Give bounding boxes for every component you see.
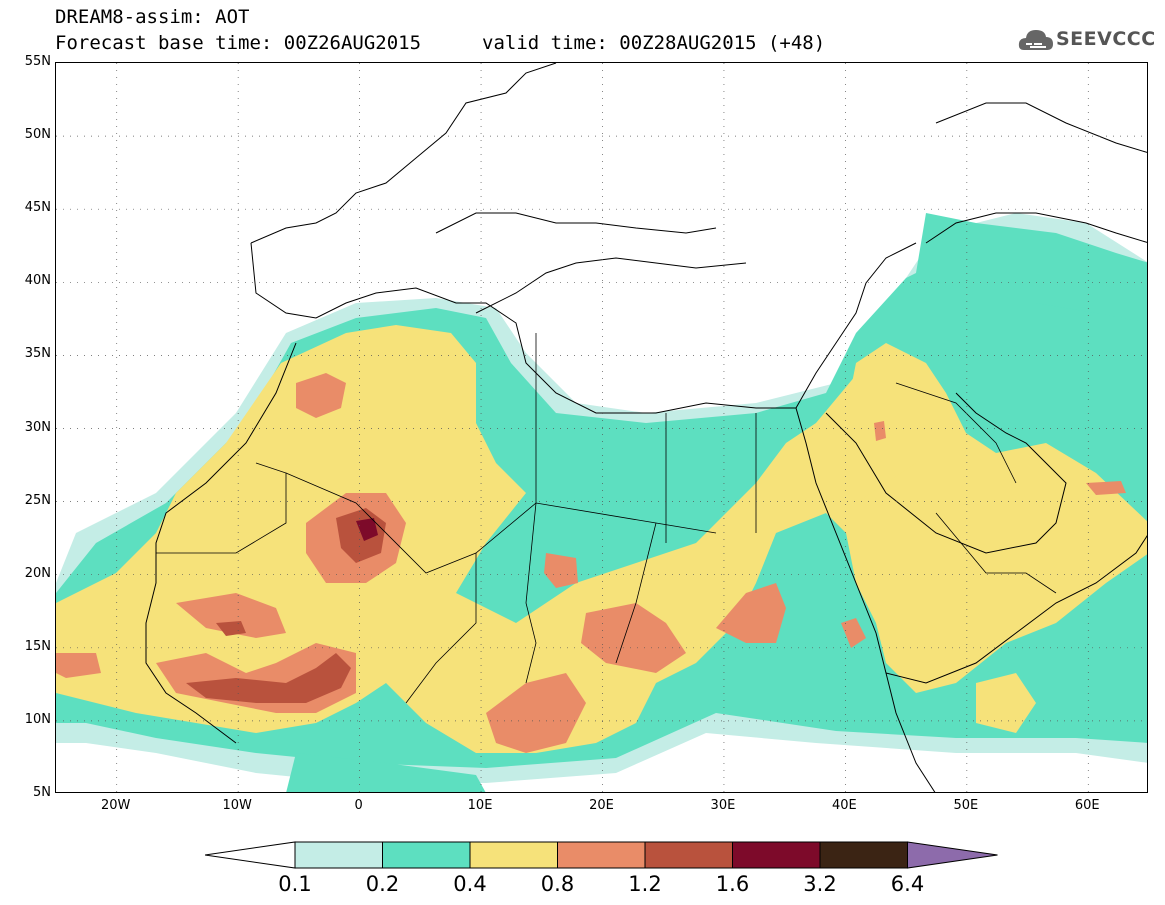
- lat-tick-label: 25N: [24, 492, 51, 508]
- colorbar-label: 0.2: [365, 872, 400, 896]
- colorbar-label: 6.4: [890, 872, 925, 896]
- country-borders: [156, 333, 1057, 704]
- lon-tick-label: 50E: [953, 798, 979, 813]
- colorbar-label: 1.2: [628, 872, 662, 896]
- colorbar-cell: [469, 841, 558, 869]
- colorbar-label: 0.4: [453, 872, 487, 896]
- lat-tick-label: 50N: [24, 127, 51, 143]
- lon-tick-label: 40E: [831, 798, 857, 813]
- lat-tick-label: 55N: [24, 54, 51, 69]
- colorbar-cell: [382, 841, 471, 869]
- lat-tick-label: 10N: [24, 711, 51, 727]
- lon-tick-label: 20E: [589, 798, 614, 813]
- lon-tick-label: 0: [354, 798, 363, 813]
- map-title: DREAM8-assim: AOT: [55, 6, 250, 28]
- lat-tick-label: 40N: [24, 273, 51, 289]
- colorbar-label: 3.2: [803, 872, 837, 896]
- coastlines: [145, 63, 1147, 792]
- colorbar-label: 1.6: [715, 872, 750, 896]
- lat-tick-label: 20N: [24, 565, 51, 581]
- map-grid: [56, 63, 1147, 792]
- colorbar-arrow-high: [907, 841, 998, 869]
- lat-tick-label: 30N: [24, 419, 51, 435]
- lat-tick-label: 35N: [24, 346, 51, 362]
- colorbar-cell: [644, 841, 733, 869]
- lon-tick-label: 20W: [101, 798, 131, 813]
- colorbar-cell: [732, 841, 821, 869]
- lat-tick-label: 15N: [24, 638, 51, 654]
- colorbar-label: 0.1: [278, 872, 312, 896]
- valid-time-label: valid time: 00Z28AUG2015 (+48): [482, 32, 826, 54]
- logo-text: SEEVCCC: [1056, 28, 1156, 50]
- aot-band-1.6: [356, 518, 378, 541]
- aot-map: [56, 63, 1147, 792]
- colorbar-label: 0.8: [540, 872, 575, 896]
- lat-tick-label: 45N: [24, 200, 51, 216]
- colorbar-cell: [294, 841, 383, 869]
- colorbar-cell: [819, 841, 908, 869]
- cloud-icon: [1018, 30, 1053, 50]
- lon-tick-label: 10E: [467, 798, 493, 813]
- lon-tick-label: 30E: [710, 798, 736, 813]
- lon-tick-label: 10W: [222, 798, 252, 813]
- base-time-label: Forecast base time: 00Z26AUG2015: [55, 32, 422, 54]
- colorbar-arrow-low: [205, 841, 296, 869]
- lon-tick-label: 60E: [1074, 798, 1100, 813]
- aot-colorbar: [205, 841, 998, 869]
- colorbar-cell: [557, 841, 646, 869]
- map-panel: [55, 62, 1148, 793]
- seevccc-logo: SEEVCCC: [1018, 26, 1155, 56]
- lat-tick-label: 5N: [33, 785, 51, 800]
